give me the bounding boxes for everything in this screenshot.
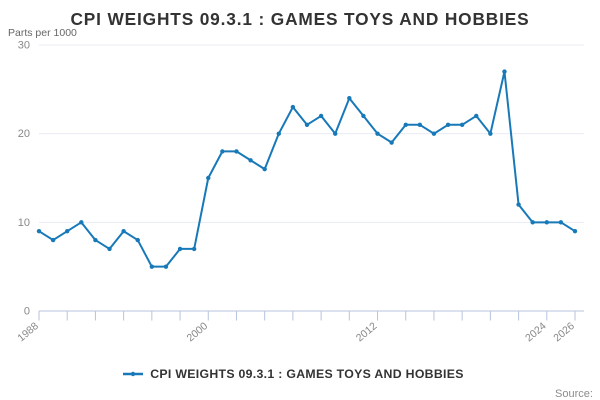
svg-text:2012: 2012 <box>354 320 380 344</box>
svg-text:30: 30 <box>18 40 30 52</box>
svg-text:1988: 1988 <box>15 320 41 344</box>
svg-text:0: 0 <box>24 306 30 318</box>
svg-text:2024: 2024 <box>523 320 549 344</box>
svg-text:2000: 2000 <box>185 320 211 344</box>
svg-text:10: 10 <box>18 217 30 229</box>
svg-text:2026: 2026 <box>551 320 577 344</box>
svg-text:20: 20 <box>18 128 30 140</box>
